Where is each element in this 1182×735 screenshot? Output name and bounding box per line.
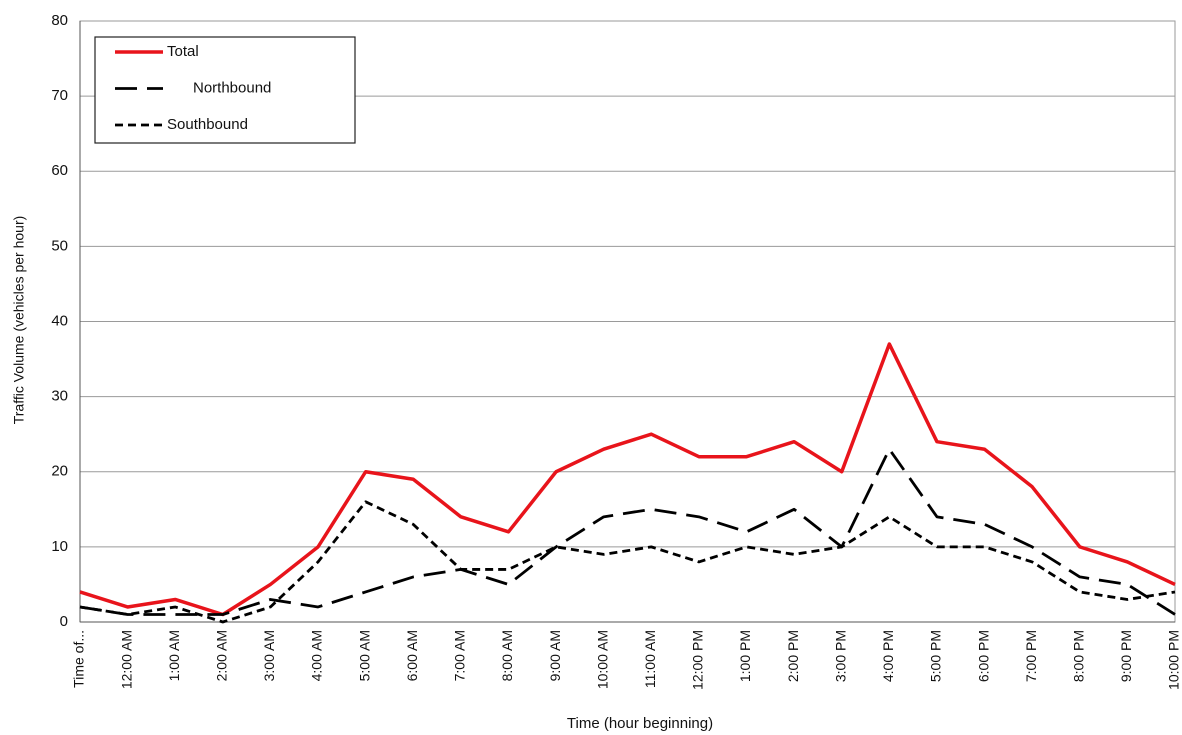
y-tick-label: 0 xyxy=(60,613,68,630)
x-tick-label: 1:00 AM xyxy=(166,630,182,681)
x-tick-label: 7:00 AM xyxy=(452,630,468,681)
x-tick-label: 8:00 AM xyxy=(499,630,515,681)
x-tick-label: 4:00 AM xyxy=(309,630,325,681)
x-tick-label: 1:00 PM xyxy=(737,630,753,682)
series-line xyxy=(79,447,1176,616)
legend-label: Northbound xyxy=(193,79,271,96)
y-tick-label: 80 xyxy=(51,12,68,29)
legend-box xyxy=(94,36,356,144)
x-tick-label: 10:00 PM xyxy=(1166,630,1182,690)
y-tick-label: 40 xyxy=(51,312,68,329)
x-tick-label: 11:00 AM xyxy=(642,630,658,688)
x-tick-label: 6:00 AM xyxy=(404,630,420,681)
x-tick-label: 5:00 PM xyxy=(928,630,944,682)
y-tick-label: 50 xyxy=(51,237,68,254)
y-tick-label: 20 xyxy=(51,463,68,480)
y-tick-label: 70 xyxy=(51,87,68,104)
x-tick-label: 7:00 PM xyxy=(1023,630,1039,682)
x-tick-label: 10:00 AM xyxy=(594,630,610,689)
legend-label: Southbound xyxy=(167,116,248,133)
x-tick-label: 9:00 AM xyxy=(547,630,563,681)
series-line xyxy=(79,342,1176,617)
legend-label: Total xyxy=(167,43,199,60)
x-tick-label: 4:00 PM xyxy=(880,630,896,682)
y-tick-label: 60 xyxy=(51,162,68,179)
x-tick-label: 9:00 PM xyxy=(1118,630,1134,682)
y-axis-title: Traffic Volume (vehicles per hour) xyxy=(11,216,27,425)
x-tick-label: 3:00 AM xyxy=(261,630,277,681)
y-tick-label: 30 xyxy=(51,388,68,405)
x-tick-label: 6:00 PM xyxy=(975,630,991,682)
x-tick-label: 3:00 PM xyxy=(832,630,848,682)
x-tick-label: 2:00 PM xyxy=(785,630,801,682)
x-tick-label: Time of... xyxy=(71,630,87,688)
x-tick-label: 2:00 AM xyxy=(214,630,230,681)
series-line xyxy=(79,500,1176,624)
x-tick-label: 8:00 PM xyxy=(1070,630,1086,682)
x-tick-label: 12:00 AM xyxy=(118,630,134,689)
x-axis-title: Time (hour beginning) xyxy=(567,715,713,732)
x-tick-label: 5:00 AM xyxy=(356,630,372,681)
y-tick-label: 10 xyxy=(51,538,68,555)
x-tick-label: 12:00 PM xyxy=(690,630,706,690)
